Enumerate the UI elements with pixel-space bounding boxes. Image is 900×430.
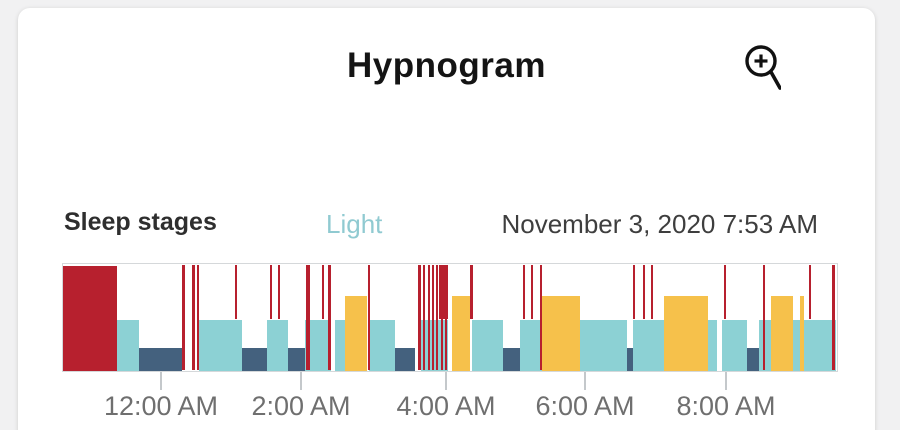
chart-info-row: Sleep stages Light November 3, 2020 7:53… xyxy=(0,208,900,240)
wake-mark[interactable] xyxy=(328,265,331,370)
x-axis-label: 8:00 AM xyxy=(676,391,776,421)
x-axis-label: 4:00 AM xyxy=(396,391,496,421)
wake-mark[interactable] xyxy=(306,265,310,370)
wake-mark[interactable] xyxy=(441,265,443,370)
sleep-segment-light[interactable] xyxy=(520,320,542,371)
page-title: Hypnogram xyxy=(347,46,546,85)
sleep-segment-light[interactable] xyxy=(335,320,345,371)
wake-mark[interactable] xyxy=(428,265,430,370)
sleep-segment-deep[interactable] xyxy=(395,348,415,371)
sleep-segment-light[interactable] xyxy=(722,320,747,371)
sleep-segment-light[interactable] xyxy=(267,320,288,371)
wake-mark[interactable] xyxy=(439,265,448,319)
x-axis-tick xyxy=(725,372,727,390)
wake-mark[interactable] xyxy=(832,265,835,370)
sleep-segment-light[interactable] xyxy=(117,320,139,371)
sleep-segment-rem[interactable] xyxy=(664,296,708,371)
wake-mark[interactable] xyxy=(763,265,765,370)
sleep-segment-light[interactable] xyxy=(199,320,242,371)
sleep-segment-light[interactable] xyxy=(580,320,627,371)
sleep-segment-deep[interactable] xyxy=(627,348,633,371)
wake-mark[interactable] xyxy=(423,265,425,370)
wake-mark[interactable] xyxy=(445,265,447,370)
sleep-segment-light[interactable] xyxy=(472,320,503,371)
wake-mark[interactable] xyxy=(809,265,811,319)
wake-mark[interactable] xyxy=(418,265,421,370)
x-axis-label: 6:00 AM xyxy=(535,391,635,421)
sleep-segment-rem[interactable] xyxy=(452,296,470,371)
wake-mark[interactable] xyxy=(432,265,434,370)
wake-mark[interactable] xyxy=(322,265,324,319)
hypnogram-plot[interactable] xyxy=(62,263,838,372)
wake-mark[interactable] xyxy=(192,265,195,370)
sleep-segment-light[interactable] xyxy=(633,320,664,371)
sleep-segment-light[interactable] xyxy=(804,320,836,371)
sleep-segment-light[interactable] xyxy=(759,320,771,371)
sleep-stages-label: Sleep stages xyxy=(64,208,217,236)
wake-mark[interactable] xyxy=(633,265,635,319)
sleep-segment-rem[interactable] xyxy=(771,296,793,371)
x-axis-tick xyxy=(300,372,302,390)
sleep-segment-deep[interactable] xyxy=(139,348,182,371)
wake-mark[interactable] xyxy=(436,265,438,370)
sleep-segment-deep[interactable] xyxy=(242,348,267,371)
sleep-segment-light[interactable] xyxy=(793,320,800,371)
wake-mark[interactable] xyxy=(368,265,370,370)
wake-mark[interactable] xyxy=(540,265,542,370)
sleep-segment-rem[interactable] xyxy=(542,296,580,371)
wake-mark[interactable] xyxy=(651,265,653,319)
sleep-timestamp: November 3, 2020 7:53 AM xyxy=(501,209,818,239)
wake-mark[interactable] xyxy=(643,265,645,319)
sleep-segment-deep[interactable] xyxy=(503,348,520,371)
sleep-segment-light[interactable] xyxy=(369,320,395,371)
wake-mark[interactable] xyxy=(197,265,199,370)
x-axis-label: 12:00 AM xyxy=(103,391,219,421)
sleep-segment-rem[interactable] xyxy=(800,296,804,371)
wake-mark[interactable] xyxy=(278,265,280,319)
sleep-segment-deep[interactable] xyxy=(747,348,759,371)
sleep-segment-light[interactable] xyxy=(421,320,448,371)
sleep-segment-light[interactable] xyxy=(708,320,717,371)
wake-mark[interactable] xyxy=(523,265,525,319)
wake-mark[interactable] xyxy=(470,265,473,319)
x-axis-label: 2:00 AM xyxy=(251,391,351,421)
sleep-segment-deep[interactable] xyxy=(288,348,305,371)
sleep-segment-rem[interactable] xyxy=(345,296,367,371)
wake-mark[interactable] xyxy=(182,265,185,370)
x-axis-tick xyxy=(584,372,586,390)
sleep-segment-wake[interactable] xyxy=(63,266,117,371)
wake-mark[interactable] xyxy=(270,265,272,319)
active-stage-label: Light xyxy=(326,209,383,239)
wake-mark[interactable] xyxy=(724,265,726,319)
wake-mark[interactable] xyxy=(531,265,533,319)
x-axis-tick xyxy=(160,372,162,390)
wake-mark[interactable] xyxy=(235,265,237,319)
x-axis-tick xyxy=(445,372,447,390)
zoom-in-icon[interactable] xyxy=(733,42,781,92)
